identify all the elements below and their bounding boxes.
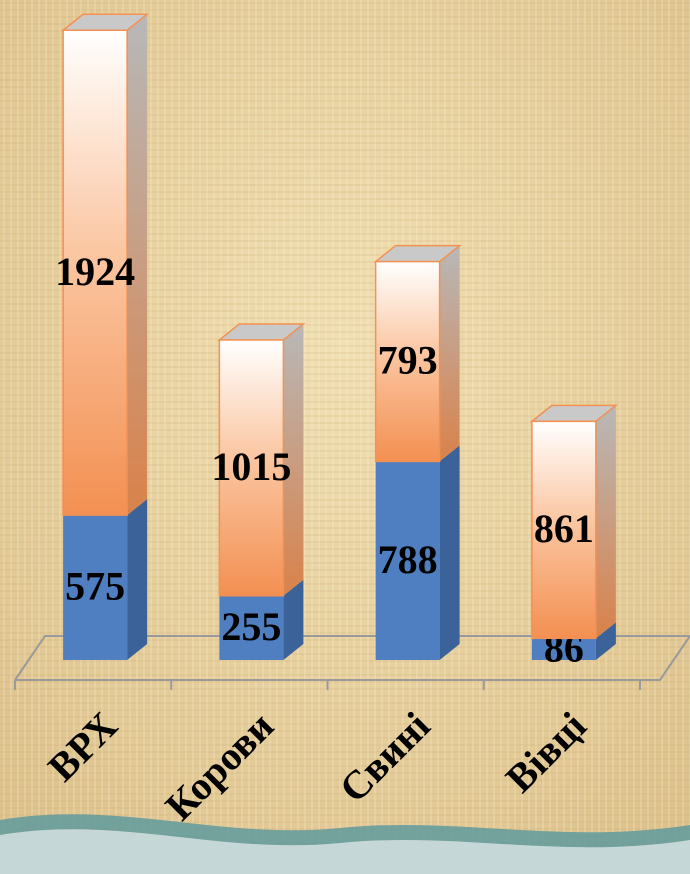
value-label: 788 [378,537,438,582]
bar-segment [531,420,597,640]
value-label: 255 [221,604,281,649]
floor [14,635,690,681]
bar-side [283,579,304,660]
bar-side [595,622,616,660]
bar-segment [63,515,128,660]
value-label: 1015 [211,444,291,489]
bar-segment [219,595,284,660]
bottom-foam [0,829,690,874]
bar-segment [531,638,596,660]
bar-side [595,405,616,639]
bar-segment [375,461,440,660]
bar-segment [374,260,441,463]
bar-side [439,245,460,462]
bar-side [127,14,148,516]
bar-segment [218,339,285,597]
bar-side [439,445,460,660]
bar-side [127,499,148,660]
value-label: 575 [65,564,125,609]
bar-segment [62,29,128,516]
value-label: 1924 [55,249,135,294]
bar-side [283,323,304,596]
value-label: 793 [378,338,438,383]
value-label: 861 [534,506,594,551]
